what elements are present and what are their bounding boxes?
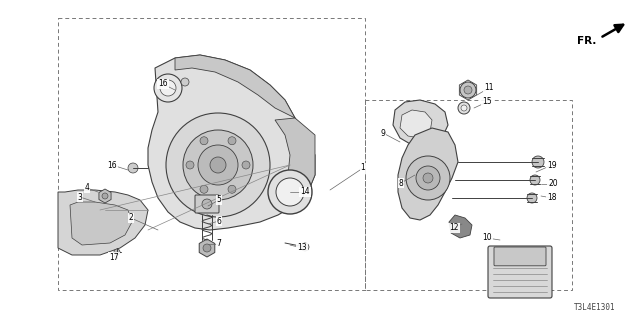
Polygon shape [148, 55, 315, 230]
Circle shape [210, 157, 226, 173]
Circle shape [228, 137, 236, 145]
Circle shape [200, 137, 208, 145]
Text: 5: 5 [216, 196, 221, 204]
Circle shape [532, 156, 544, 168]
Circle shape [202, 199, 212, 209]
Circle shape [276, 178, 304, 206]
Text: 13: 13 [297, 244, 307, 252]
FancyBboxPatch shape [488, 246, 552, 298]
Polygon shape [58, 190, 148, 255]
Text: 11: 11 [484, 84, 493, 92]
Circle shape [128, 163, 138, 173]
Circle shape [228, 185, 236, 193]
Circle shape [268, 170, 312, 214]
Text: 18: 18 [547, 194, 557, 203]
Text: FR.: FR. [577, 36, 596, 46]
Polygon shape [449, 215, 472, 238]
Circle shape [464, 86, 472, 94]
Text: 1: 1 [360, 164, 365, 172]
Circle shape [186, 161, 194, 169]
Text: 16: 16 [107, 161, 117, 170]
Text: 4: 4 [84, 183, 90, 193]
Text: 14: 14 [300, 188, 310, 196]
Text: 10: 10 [482, 234, 492, 243]
Polygon shape [99, 189, 111, 203]
Polygon shape [400, 110, 432, 138]
Circle shape [530, 175, 540, 185]
Polygon shape [175, 55, 295, 118]
Circle shape [423, 173, 433, 183]
Circle shape [203, 244, 211, 252]
Circle shape [406, 156, 450, 200]
Text: 2: 2 [129, 213, 133, 222]
Circle shape [102, 193, 108, 199]
Polygon shape [275, 118, 315, 205]
Circle shape [527, 193, 537, 203]
Circle shape [160, 80, 176, 96]
Polygon shape [199, 239, 215, 257]
Circle shape [242, 161, 250, 169]
Text: 9: 9 [381, 129, 385, 138]
Text: 16: 16 [158, 79, 168, 89]
Circle shape [154, 74, 182, 102]
Circle shape [460, 82, 476, 98]
Circle shape [166, 113, 270, 217]
Bar [365, 100, 572, 290]
Text: 12: 12 [449, 223, 459, 233]
Text: 6: 6 [216, 217, 221, 226]
Text: 19: 19 [547, 161, 557, 170]
Circle shape [181, 78, 189, 86]
Polygon shape [393, 100, 448, 145]
Circle shape [416, 166, 440, 190]
FancyBboxPatch shape [195, 195, 219, 213]
Text: 15: 15 [482, 98, 492, 107]
Circle shape [183, 130, 253, 200]
Polygon shape [398, 128, 458, 220]
Text: 7: 7 [216, 239, 221, 249]
Circle shape [458, 102, 470, 114]
Circle shape [461, 105, 467, 111]
Text: 8: 8 [399, 179, 403, 188]
Text: 17: 17 [109, 252, 119, 261]
Text: 3: 3 [77, 193, 83, 202]
Circle shape [114, 249, 120, 255]
Bar [58, 18, 365, 290]
Circle shape [198, 145, 238, 185]
Polygon shape [70, 202, 132, 245]
Text: T3L4E1301: T3L4E1301 [573, 303, 615, 312]
Text: 20: 20 [548, 180, 558, 188]
Circle shape [301, 243, 309, 251]
Circle shape [200, 185, 208, 193]
FancyBboxPatch shape [494, 247, 546, 266]
